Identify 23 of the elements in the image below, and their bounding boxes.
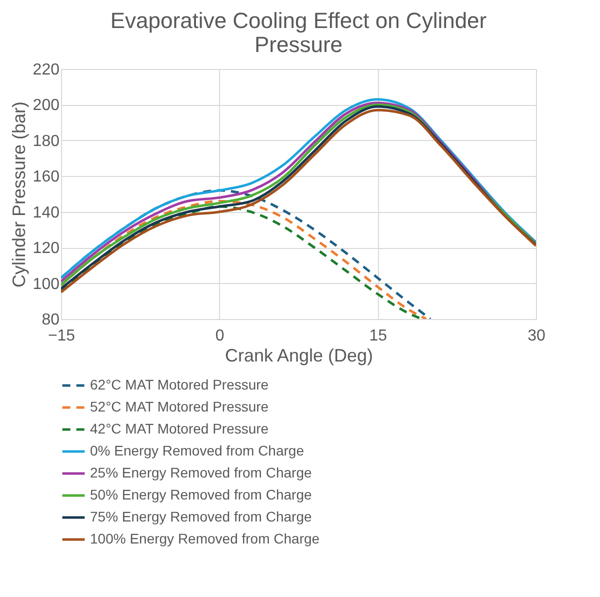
legend-label: 75% Energy Removed from Charge	[90, 508, 312, 524]
legend-label: 42°C MAT Motored Pressure	[90, 420, 269, 436]
x-tick-label: 0	[215, 328, 224, 344]
x-axis-title: Crank Angle (Deg)	[224, 346, 374, 366]
x-tick-label: 15	[369, 328, 388, 344]
chart-title: Evaporative Cooling Effect on Cylinder Pressure	[110, 8, 487, 57]
x-tick-label: −15	[48, 328, 76, 344]
legend-label: 62°C MAT Motored Pressure	[90, 376, 269, 392]
y-tick-label: 140	[32, 204, 60, 222]
y-tick-label: 160	[32, 168, 60, 186]
y-tick-label: 120	[32, 240, 60, 258]
y-tick-label: 200	[32, 97, 60, 114]
y-tick-label: 100	[32, 276, 60, 293]
y-axis-title: Cylinder Pressure (bar)	[8, 101, 29, 288]
legend-label: 50% Energy Removed from Charge	[90, 486, 312, 502]
legend-label: 25% Energy Removed from Charge	[90, 464, 312, 480]
y-tick-label: 220	[32, 62, 60, 78]
legend-label: 52°C MAT Motored Pressure	[90, 398, 269, 414]
legend-label: 100% Energy Removed from Charge	[90, 530, 320, 546]
legend-label: 0% Energy Removed from Charge	[90, 442, 304, 458]
x-tick-label: 30	[528, 328, 546, 344]
y-tick-label: 80	[42, 312, 60, 328]
y-tick-label: 180	[32, 132, 60, 150]
